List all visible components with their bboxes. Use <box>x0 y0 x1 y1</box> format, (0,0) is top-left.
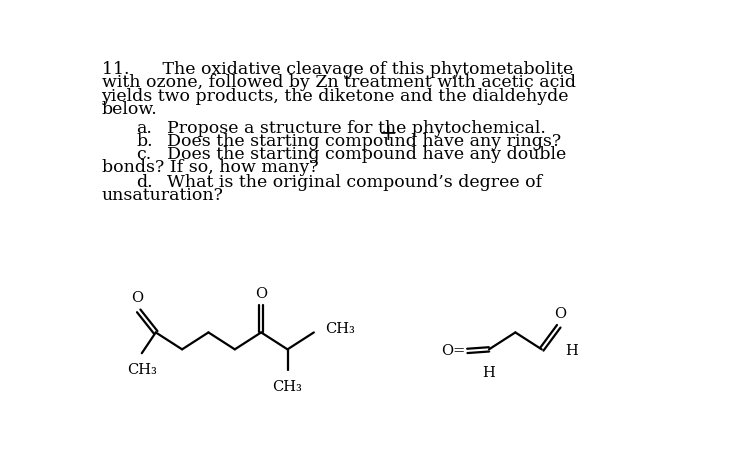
Text: Does the starting compound have any double: Does the starting compound have any doub… <box>167 146 567 163</box>
Text: H: H <box>565 344 578 358</box>
Text: O: O <box>255 287 267 301</box>
Text: +: + <box>379 123 398 145</box>
Text: H: H <box>483 366 495 380</box>
Text: 11.      The oxidative cleavage of this phytometabolite: 11. The oxidative cleavage of this phyto… <box>101 61 573 79</box>
Text: with ozone, followed by Zn treatment with acetic acid: with ozone, followed by Zn treatment wit… <box>101 74 575 91</box>
Text: What is the original compound’s degree of: What is the original compound’s degree o… <box>167 174 542 191</box>
Text: CH₃: CH₃ <box>272 380 302 394</box>
Text: d.: d. <box>136 174 153 191</box>
Text: CH₃: CH₃ <box>325 322 355 336</box>
Text: Propose a structure for the phytochemical.: Propose a structure for the phytochemica… <box>167 120 546 137</box>
Text: yields two products, the diketone and the dialdehyde: yields two products, the diketone and th… <box>101 88 569 105</box>
Text: below.: below. <box>101 101 158 118</box>
Text: CH₃: CH₃ <box>127 363 157 377</box>
Text: unsaturation?: unsaturation? <box>101 187 224 204</box>
Text: c.: c. <box>136 146 152 163</box>
Text: bonds? If so, how many?: bonds? If so, how many? <box>101 159 318 176</box>
Text: a.: a. <box>136 120 152 137</box>
Text: O: O <box>554 307 566 321</box>
Text: b.: b. <box>136 133 153 150</box>
Text: O=: O= <box>441 344 465 358</box>
Text: O: O <box>131 291 143 306</box>
Text: Does the starting compound have any rings?: Does the starting compound have any ring… <box>167 133 562 150</box>
